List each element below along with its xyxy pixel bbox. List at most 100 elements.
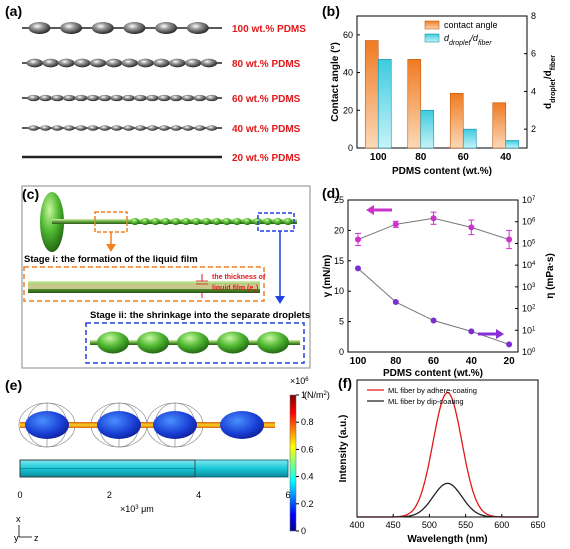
bead bbox=[191, 217, 201, 226]
bar-diameter-ratio bbox=[420, 109, 435, 149]
x-tick-label: 650 bbox=[530, 520, 545, 530]
bead bbox=[273, 217, 283, 226]
eta-point bbox=[468, 328, 475, 335]
fiber-droplet bbox=[134, 94, 147, 102]
bead bbox=[140, 217, 150, 226]
chart-b: 100 80 60 40 0 20 40 60 2 4 6 8 PDMS content (wt.%) C… bbox=[330, 11, 557, 177]
fiber-droplet bbox=[121, 58, 138, 68]
legend-swatch-ratio bbox=[424, 33, 440, 43]
eta-arrow-head bbox=[496, 329, 504, 339]
fiber-droplet bbox=[134, 125, 146, 131]
legend-contact-angle: contact angle bbox=[444, 20, 498, 30]
panel-c-label: (c) bbox=[22, 186, 39, 202]
x-tick-label: 400 bbox=[349, 520, 364, 530]
y-tick-label: 0 bbox=[339, 347, 344, 357]
y2-tick-label: 104 bbox=[522, 260, 536, 270]
gamma-point bbox=[468, 224, 475, 231]
y2-tick-label: 105 bbox=[522, 238, 536, 248]
fiber-droplet bbox=[110, 94, 123, 102]
gamma-arrow-head bbox=[366, 205, 374, 215]
colorbar-tick-label: 0 bbox=[301, 526, 306, 536]
fiber-droplet bbox=[146, 94, 159, 102]
x-tick-label: 100 bbox=[350, 356, 367, 367]
y2-tick-label: 100 bbox=[522, 347, 536, 357]
colorbar-exponent: ×106 bbox=[290, 376, 309, 386]
x-tick-label: 40 bbox=[466, 356, 478, 367]
fiber-droplet bbox=[146, 125, 158, 131]
bead bbox=[222, 217, 232, 226]
x-tick-label: 60 bbox=[458, 152, 470, 163]
stage-1-box bbox=[23, 266, 265, 302]
plot-frame bbox=[356, 379, 539, 518]
gamma-point bbox=[355, 236, 361, 243]
y2-axis-title: ddroplet/dfiber bbox=[543, 55, 557, 109]
legend-label: ML fiber by adhere-coating bbox=[388, 386, 477, 395]
fiber-droplet bbox=[200, 58, 218, 68]
fiber-droplet bbox=[27, 94, 40, 102]
fiber-droplet bbox=[169, 94, 183, 102]
e-x-tick-label: 0 bbox=[17, 490, 22, 500]
zoom-box-blue bbox=[257, 212, 295, 232]
separate-droplet bbox=[97, 331, 129, 354]
gamma-point bbox=[392, 221, 399, 228]
y-axis-title: Intensity (a.u.) bbox=[338, 415, 349, 483]
fiber-droplet bbox=[28, 125, 40, 131]
x-tick-label: 60 bbox=[428, 356, 440, 367]
fiber-droplet bbox=[99, 125, 111, 131]
y-tick-label: 5 bbox=[339, 317, 344, 327]
axis-y-label: y bbox=[14, 533, 19, 543]
y2-tick-label: 101 bbox=[522, 325, 536, 335]
fiber-droplet bbox=[89, 58, 107, 68]
dip-coating-line bbox=[357, 482, 538, 518]
x-tick-label: 80 bbox=[390, 356, 402, 367]
fiber-droplet bbox=[60, 22, 83, 34]
panel-d: (d) 0 5 10 15 20 25 100 101 102 103 104 105 106 107 10… bbox=[322, 185, 556, 379]
x-tick-label: 100 bbox=[370, 152, 387, 163]
panel-a-label: (a) bbox=[5, 3, 22, 19]
fiber-droplet bbox=[28, 22, 51, 34]
bead bbox=[202, 217, 211, 226]
panel-b-label: (b) bbox=[322, 3, 340, 19]
fiber-droplet bbox=[87, 125, 99, 131]
colorbar-tick-label: 1 bbox=[301, 390, 306, 400]
chart-f: ML fiber by adhere-coating ML fiber by di… bbox=[338, 379, 546, 545]
bead bbox=[161, 217, 170, 226]
y-tick-label: 0 bbox=[348, 143, 353, 153]
chart-d: 0 5 10 15 20 25 100 101 102 103 104 105 106 107 100 80 6… bbox=[322, 195, 556, 379]
y2-tick-label: 4 bbox=[531, 86, 536, 96]
fiber-droplet bbox=[111, 125, 123, 131]
fiber-droplet bbox=[193, 94, 207, 102]
bar-diameter-ratio bbox=[505, 140, 520, 149]
axis-z-label: z bbox=[34, 533, 39, 543]
fiber-droplet bbox=[51, 125, 63, 131]
x-tick-label: 500 bbox=[422, 520, 437, 530]
bead bbox=[283, 217, 293, 226]
panel-b: (b) 100 80 60 40 0 20 40 60 2 4 6 8 PDMS content (wt… bbox=[322, 3, 557, 177]
fiber-droplet bbox=[155, 22, 178, 34]
fiber-droplet bbox=[184, 58, 202, 68]
fiber-droplet bbox=[158, 125, 170, 131]
fiber-droplet bbox=[137, 58, 154, 68]
panel-e-label: (e) bbox=[5, 377, 22, 393]
fiber-droplet bbox=[26, 58, 43, 68]
panel-d-label: (d) bbox=[322, 185, 340, 201]
arrow-orange-head bbox=[106, 244, 116, 252]
x-axis-title: Wavelength (nm) bbox=[407, 534, 487, 545]
fiber-label: 40 wt.% PDMS bbox=[232, 124, 301, 135]
fiber-droplet bbox=[74, 94, 88, 102]
e-x-tick-label: 2 bbox=[107, 490, 112, 500]
bar-contact-angle bbox=[492, 102, 507, 149]
bead bbox=[181, 217, 191, 226]
bar-contact-angle bbox=[407, 59, 422, 149]
fiber-droplet bbox=[169, 58, 186, 68]
fiber-droplet bbox=[74, 58, 91, 68]
gamma-point bbox=[430, 215, 437, 222]
y2-tick-label: 8 bbox=[531, 11, 536, 21]
colorbar-ticks: 1 0.8 0.6 0.4 0.2 0 bbox=[296, 390, 314, 536]
e-x-tick-label: 4 bbox=[196, 490, 201, 500]
colorbar-tick-label: 0.4 bbox=[301, 472, 314, 482]
fiber-label: 100 wt.% PDMS bbox=[232, 24, 306, 35]
eta-point bbox=[506, 341, 513, 348]
